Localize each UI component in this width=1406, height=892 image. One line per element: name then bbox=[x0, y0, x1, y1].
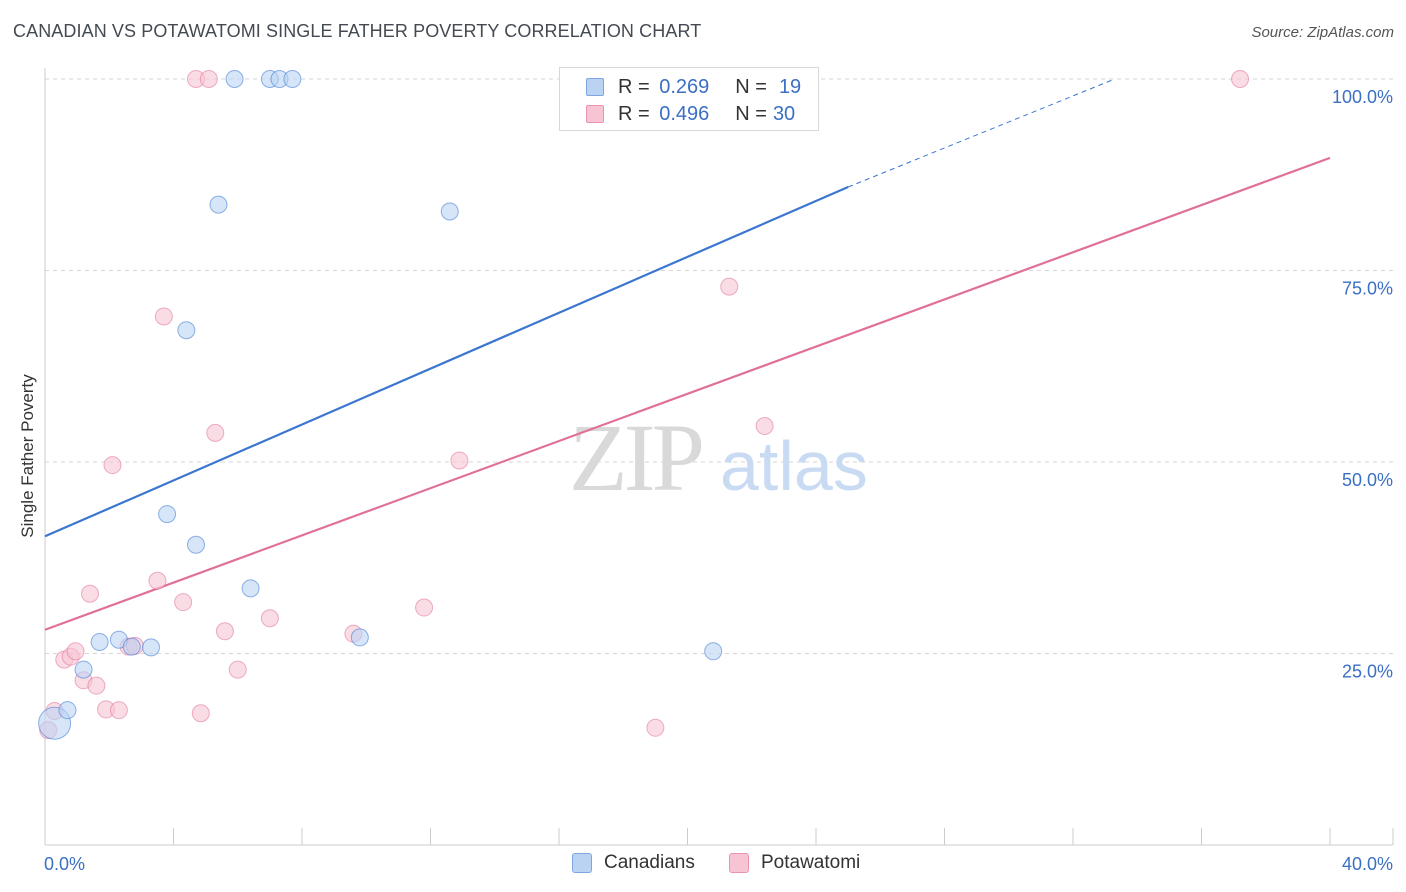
legend-row-potawatomi: R = 0.496 N = 30 bbox=[586, 102, 795, 126]
point-potawatomi bbox=[191, 704, 210, 723]
watermark-zip: ZIP bbox=[569, 404, 702, 511]
point-canadians bbox=[177, 321, 196, 340]
point-potawatomi bbox=[174, 593, 193, 612]
legend-row-canadians: R = 0.269 N = 19 bbox=[586, 75, 801, 99]
y-tick-label: 50.0% bbox=[1342, 470, 1393, 490]
watermark-atlas: atlas bbox=[720, 427, 868, 505]
point-canadians bbox=[440, 202, 459, 221]
point-potawatomi bbox=[66, 642, 85, 661]
point-canadians bbox=[209, 195, 228, 214]
point-potawatomi bbox=[755, 416, 774, 435]
series-label-potawatomi: Potawatomi bbox=[761, 852, 861, 873]
legend-n-value-potawatomi: 30 bbox=[772, 102, 796, 125]
series-legend-potawatomi[interactable]: Potawatomi bbox=[729, 852, 860, 874]
legend-r-label: R = bbox=[618, 102, 650, 125]
point-potawatomi bbox=[415, 598, 434, 617]
correlation-legend: R = 0.269 N = 19 R = 0.496 N = 30 bbox=[559, 67, 819, 131]
trend-extension-canadians bbox=[847, 78, 1115, 188]
point-potawatomi bbox=[109, 701, 128, 720]
point-canadians bbox=[122, 637, 141, 656]
legend-swatch-canadians bbox=[586, 78, 604, 96]
legend-r-value-canadians: 0.269 bbox=[659, 75, 710, 98]
series-swatch-potawatomi bbox=[729, 853, 749, 873]
point-canadians bbox=[58, 701, 77, 720]
legend-n-value-canadians: 19 bbox=[778, 75, 802, 98]
point-canadians bbox=[241, 579, 260, 598]
point-potawatomi bbox=[103, 456, 122, 475]
source-label: Source: ZipAtlas.com bbox=[1251, 24, 1394, 41]
series-label-canadians: Canadians bbox=[604, 852, 695, 873]
legend-r-label: R = bbox=[618, 75, 650, 98]
x-tick-label: 0.0% bbox=[44, 854, 85, 874]
point-potawatomi bbox=[199, 70, 218, 88]
point-canadians bbox=[74, 660, 93, 679]
point-potawatomi bbox=[206, 423, 225, 442]
point-potawatomi bbox=[80, 584, 99, 603]
chart-title: CANADIAN VS POTAWATOMI SINGLE FATHER POV… bbox=[13, 21, 702, 41]
point-potawatomi bbox=[148, 571, 167, 590]
y-tick-label: 100.0% bbox=[1332, 87, 1393, 107]
axes bbox=[44, 68, 1394, 846]
point-canadians bbox=[158, 505, 177, 524]
point-potawatomi bbox=[720, 277, 739, 296]
point-potawatomi bbox=[215, 622, 234, 641]
series-legend-canadians[interactable]: Canadians bbox=[572, 852, 695, 874]
point-canadians bbox=[186, 535, 205, 554]
grid-lines bbox=[45, 78, 1393, 654]
watermark: ZIP atlas bbox=[569, 404, 868, 511]
series-legend: Canadians Potawatomi bbox=[0, 852, 1406, 876]
series-swatch-canadians bbox=[572, 853, 592, 873]
point-canadians bbox=[142, 638, 161, 657]
point-canadians bbox=[225, 70, 244, 88]
point-potawatomi bbox=[260, 609, 279, 628]
point-potawatomi bbox=[646, 718, 665, 737]
point-potawatomi bbox=[450, 451, 469, 470]
tick-labels: 25.0% 50.0% 75.0% 100.0% 0.0% 40.0% bbox=[44, 87, 1393, 874]
point-canadians bbox=[350, 628, 369, 647]
legend-n-label: N = bbox=[735, 75, 767, 98]
point-canadians bbox=[704, 642, 723, 661]
point-potawatomi bbox=[154, 307, 173, 326]
point-potawatomi bbox=[228, 660, 247, 679]
point-canadians bbox=[90, 633, 109, 652]
y-axis-label: Single Father Poverty bbox=[18, 374, 37, 538]
trend-lines bbox=[44, 78, 1331, 631]
trend-line-canadians bbox=[44, 185, 849, 538]
point-potawatomi bbox=[87, 676, 106, 695]
y-tick-label: 25.0% bbox=[1342, 662, 1393, 682]
legend-n-label: N = bbox=[735, 102, 767, 125]
data-points bbox=[38, 70, 1250, 740]
point-potawatomi bbox=[1231, 70, 1250, 88]
y-tick-label: 75.0% bbox=[1342, 279, 1393, 299]
legend-swatch-potawatomi bbox=[586, 105, 604, 123]
point-canadians bbox=[283, 70, 302, 88]
legend-r-value-potawatomi: 0.496 bbox=[659, 102, 710, 125]
x-tick-label: 40.0% bbox=[1342, 854, 1393, 874]
trend-line-potawatomi bbox=[44, 156, 1331, 631]
